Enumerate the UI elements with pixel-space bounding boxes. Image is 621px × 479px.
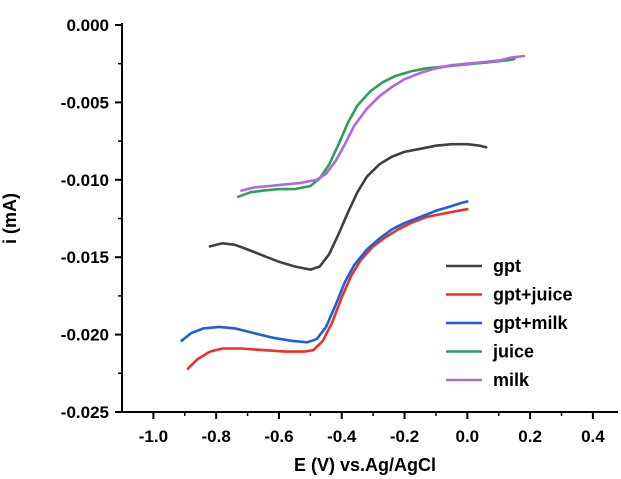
y-axis-title: i (mA)	[0, 193, 20, 244]
y-tick-label: -0.015	[61, 248, 109, 267]
x-tick-label: -0.8	[202, 427, 231, 446]
y-tick-label: -0.025	[61, 403, 109, 422]
x-tick-label: 0.2	[518, 427, 542, 446]
series-line-milk	[240, 54, 526, 192]
x-tick-label: -0.2	[390, 427, 419, 446]
legend-label: gpt+juice	[493, 285, 573, 305]
series-line-gpt-milk	[180, 200, 469, 344]
x-tick-label: 0.4	[581, 427, 605, 446]
x-axis-title: E (V) vs.Ag/AgCl	[294, 455, 436, 475]
legend-label: milk	[493, 370, 530, 390]
legend: gpt gpt+juice gpt+milk juice milk	[446, 256, 573, 390]
axes: 0.000 -0.005 -0.010 -0.015 -0.020 -0.025 -1.0 -…	[61, 16, 618, 446]
series-line-juice	[236, 57, 516, 199]
legend-label: gpt	[493, 256, 521, 276]
legend-label: gpt+milk	[493, 313, 569, 333]
x-tick-label: 0.0	[455, 427, 479, 446]
y-tick-label: -0.020	[61, 326, 109, 345]
y-tick-label: 0.000	[66, 16, 109, 35]
y-tick-label: -0.010	[61, 171, 109, 190]
plot-series	[180, 54, 526, 370]
x-tick-label: -0.6	[264, 427, 293, 446]
series-line-gpt-juice	[186, 207, 469, 370]
series-line-gpt	[208, 142, 488, 271]
x-tick-label: -0.4	[327, 427, 357, 446]
legend-label: juice	[492, 342, 534, 362]
x-tick-label: -1.0	[139, 427, 168, 446]
y-tick-label: -0.005	[61, 93, 109, 112]
